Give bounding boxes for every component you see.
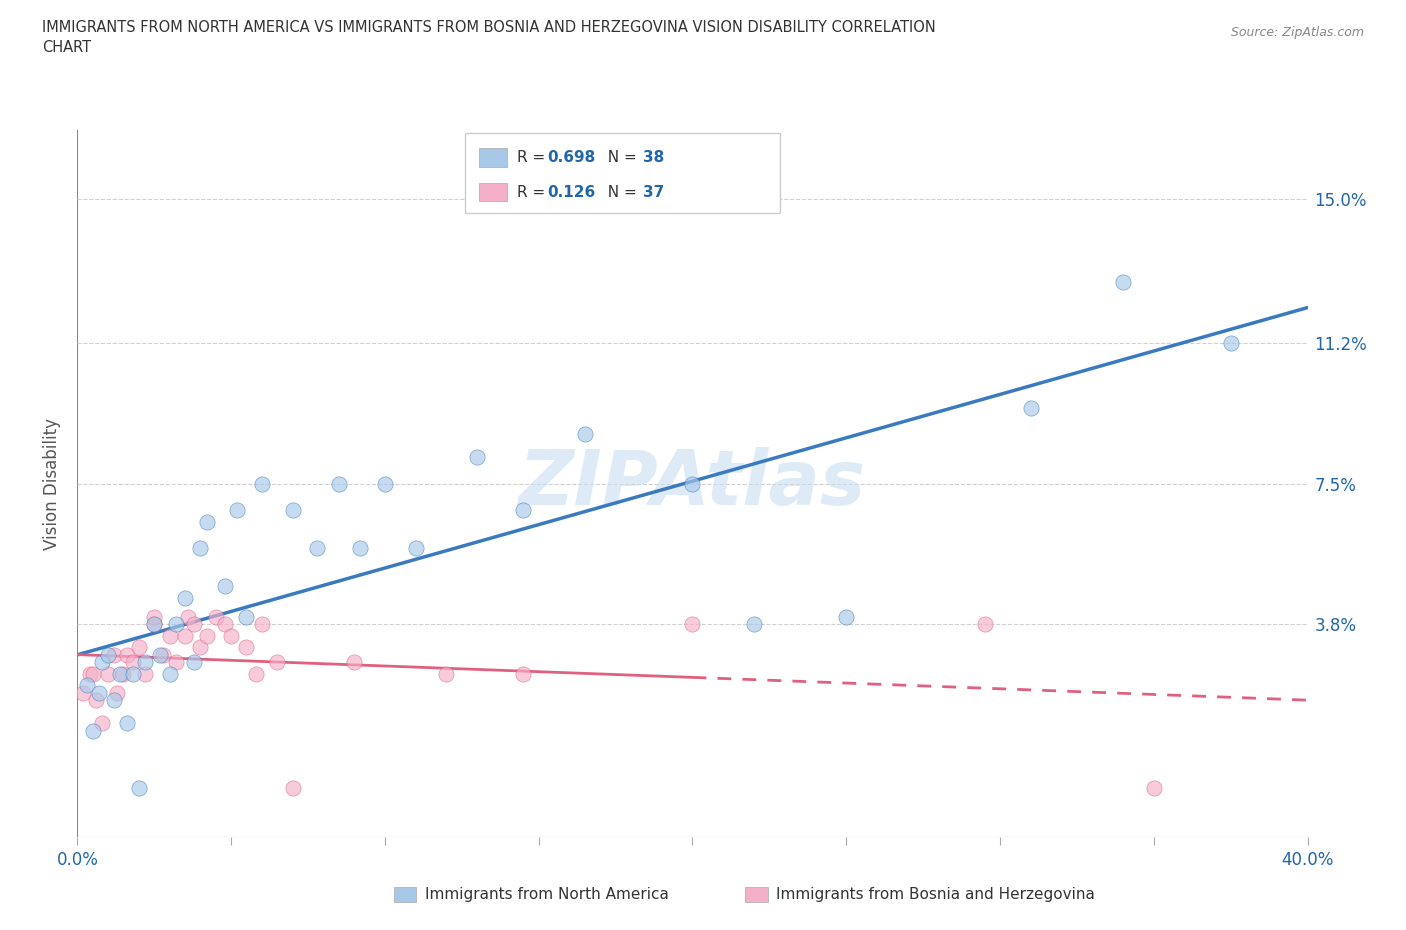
Point [165,617,187,631]
Point [436,666,458,681]
Point [90,655,114,670]
Text: IMMIGRANTS FROM NORTH AMERICA VS IMMIGRANTS FROM BOSNIA AND HERZEGOVINA VISION D: IMMIGRANTS FROM NORTH AMERICA VS IMMIGRA… [42,20,936,35]
Point [235,640,257,655]
Point [97,647,120,662]
Text: R =: R = [517,151,548,166]
Point [973,617,995,631]
Point [343,655,366,670]
Point [1019,400,1042,415]
Point [465,449,488,464]
Point [115,715,138,730]
Point [134,655,156,670]
Y-axis label: Vision Disability: Vision Disability [44,418,62,550]
Point [115,647,138,662]
Point [143,617,166,631]
Point [405,540,427,555]
Point [97,666,120,681]
Text: N =: N = [599,151,640,166]
Point [72,685,94,700]
Point [84,693,107,708]
Point [183,655,205,670]
Point [1143,780,1166,795]
Point [195,514,218,529]
Point [835,609,858,624]
Point [742,617,765,631]
Point [82,724,104,738]
Point [79,666,101,681]
Text: Source: ZipAtlas.com: Source: ZipAtlas.com [1230,26,1364,39]
Point [682,476,704,491]
Point [512,666,534,681]
Point [174,591,197,605]
Text: ZIPAtlas: ZIPAtlas [519,446,866,521]
Point [235,609,257,624]
Text: Immigrants from North America: Immigrants from North America [425,887,668,902]
Point [152,647,174,662]
Point [328,476,350,491]
Point [204,609,226,624]
Point [121,655,143,670]
Point [266,655,288,670]
Point [574,427,596,442]
Point [149,647,172,662]
Point [90,715,114,730]
Text: 0.698: 0.698 [548,151,596,166]
Point [512,503,534,518]
Point [195,628,218,643]
Point [143,617,166,631]
Point [219,628,242,643]
Point [103,647,125,662]
Point [143,609,166,624]
Point [174,628,197,643]
Point [105,685,128,700]
Point [110,666,132,681]
Text: 37: 37 [644,184,665,200]
Text: 38: 38 [644,151,665,166]
Text: R =: R = [517,184,548,200]
Point [121,666,143,681]
Point [349,540,371,555]
Point [183,617,205,631]
Point [165,655,187,670]
Point [307,540,329,555]
Point [682,617,704,631]
Point [112,666,135,681]
Text: Immigrants from Bosnia and Herzegovina: Immigrants from Bosnia and Herzegovina [776,887,1095,902]
Text: N =: N = [599,184,640,200]
Point [281,780,304,795]
Point [188,640,212,655]
Point [374,476,396,491]
Point [76,678,98,693]
Point [82,666,104,681]
Point [281,503,304,518]
Point [1112,274,1135,289]
Point [214,617,236,631]
Point [128,780,150,795]
Point [128,640,150,655]
Point [245,666,267,681]
Point [177,609,200,624]
Point [134,666,156,681]
Point [87,685,110,700]
Point [226,503,249,518]
Point [250,617,273,631]
Text: CHART: CHART [42,40,91,55]
Point [103,693,125,708]
Text: 0.126: 0.126 [548,184,596,200]
Point [159,628,181,643]
Point [159,666,181,681]
Point [214,578,236,593]
Point [188,540,212,555]
Point [250,476,273,491]
Point [1219,336,1241,351]
